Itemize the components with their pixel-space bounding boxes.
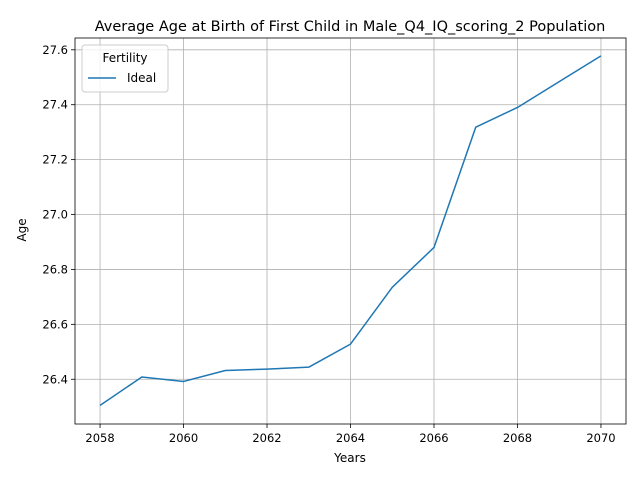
y-tick-label: 27.2 xyxy=(42,153,68,167)
y-tick-label: 26.6 xyxy=(42,317,68,331)
x-tick-label: 2058 xyxy=(85,431,114,445)
legend-label-ideal: Ideal xyxy=(127,71,156,85)
y-tick-label: 27.0 xyxy=(42,208,68,222)
grid-lines xyxy=(75,38,626,424)
x-tick-label: 2066 xyxy=(419,431,448,445)
y-axis-label: Age xyxy=(15,218,29,241)
chart-title: Average Age at Birth of First Child in M… xyxy=(95,19,606,35)
legend: Fertility Ideal xyxy=(81,44,169,93)
legend-title: Fertility xyxy=(102,51,147,65)
x-axis-label: Years xyxy=(333,451,366,465)
x-tick-label: 2064 xyxy=(336,431,365,445)
legend-box xyxy=(81,44,169,93)
x-tick-label: 2070 xyxy=(586,431,615,445)
series-line-ideal xyxy=(99,55,602,406)
series-layer xyxy=(99,55,602,406)
x-tick-label: 2068 xyxy=(503,431,532,445)
y-tick-label: 27.4 xyxy=(42,98,68,112)
y-tick-label: 26.4 xyxy=(42,372,68,386)
y-axis-ticks: 26.4 26.6 26.8 27.0 27.2 27.4 27.6 xyxy=(42,43,75,386)
y-tick-label: 26.8 xyxy=(42,262,68,276)
x-tick-label: 2062 xyxy=(252,431,281,445)
y-tick-label: 27.6 xyxy=(42,43,68,57)
x-tick-label: 2060 xyxy=(169,431,198,445)
x-axis-ticks: 2058 2060 2062 2064 2066 2068 2070 xyxy=(85,424,616,445)
